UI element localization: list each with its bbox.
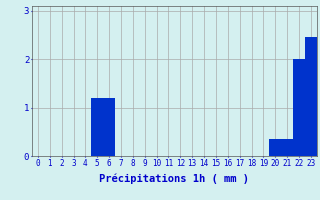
Bar [103,98,115,156]
Bar [269,139,281,156]
X-axis label: Précipitations 1h ( mm ): Précipitations 1h ( mm ) [100,173,249,184]
Bar [281,139,293,156]
Bar [305,37,317,156]
Bar [293,59,305,156]
Bar [91,98,103,156]
